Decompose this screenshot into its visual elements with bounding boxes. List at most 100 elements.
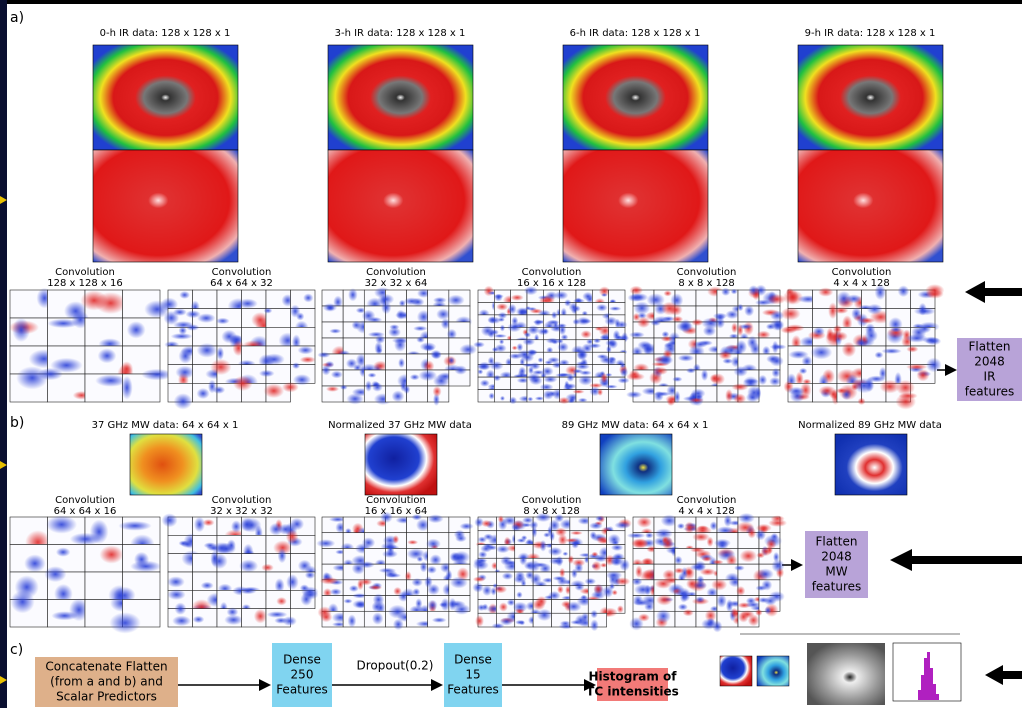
output-thumbnail (718, 634, 968, 706)
activation (211, 553, 228, 569)
activation (906, 334, 928, 343)
activation (427, 514, 443, 523)
activation (518, 367, 526, 376)
activation (477, 604, 486, 611)
activation (286, 530, 299, 544)
activation (715, 317, 725, 329)
activation (757, 568, 774, 579)
activation (430, 350, 441, 359)
conv-label: Convolution (832, 267, 892, 278)
activation (486, 545, 497, 550)
activation (475, 615, 484, 627)
activation (460, 523, 474, 530)
flatten-box-text: Flatten (969, 340, 1011, 354)
activation (532, 526, 538, 538)
activation (634, 584, 652, 595)
activation (557, 342, 568, 352)
activation (493, 375, 501, 381)
input-title: 0-h IR data: 128 x 128 x 1 (100, 28, 231, 39)
activation (348, 288, 358, 301)
activation (596, 304, 608, 312)
activation (494, 585, 507, 593)
activation (348, 614, 357, 627)
dense-box-text: Features (276, 683, 328, 697)
activation (772, 341, 779, 354)
activation (392, 390, 405, 402)
activation (517, 343, 524, 351)
activation (495, 344, 507, 352)
activation (738, 611, 749, 622)
activation (477, 363, 490, 370)
activation (330, 588, 342, 595)
activation (566, 601, 582, 611)
activation (906, 346, 918, 352)
activation (396, 310, 405, 320)
activation (172, 616, 191, 627)
activation (633, 600, 651, 606)
activation (595, 327, 604, 331)
dense-box-text: Features (447, 683, 499, 697)
activation (278, 548, 287, 563)
activation (662, 536, 669, 544)
activation (427, 566, 437, 574)
activation (473, 560, 489, 570)
activation (433, 386, 442, 397)
activation (879, 367, 887, 380)
activation (521, 535, 527, 540)
activation (756, 529, 766, 540)
mw-image (130, 434, 202, 495)
activation (591, 561, 601, 571)
activation (655, 355, 674, 365)
activation (432, 617, 447, 622)
activation (320, 577, 339, 584)
activation (171, 333, 193, 339)
activation (47, 319, 79, 328)
activation (559, 324, 567, 335)
activation (426, 539, 441, 549)
activation (535, 513, 551, 522)
activation (359, 579, 372, 586)
activation (179, 540, 188, 546)
activation (507, 323, 521, 333)
activation (175, 366, 194, 379)
flatten-box-text: Flatten (816, 535, 858, 549)
activation (653, 367, 668, 375)
activation (500, 396, 505, 401)
activation (572, 305, 580, 312)
activation (201, 582, 214, 590)
activation (714, 539, 731, 547)
activation (572, 390, 584, 394)
flatten-box-text: 2048 (974, 355, 1005, 369)
activation (731, 323, 738, 334)
activation (578, 398, 588, 403)
activation (478, 551, 487, 558)
activation (436, 309, 450, 320)
activation (693, 341, 708, 348)
activation (174, 393, 193, 409)
activation (543, 329, 548, 334)
activation (605, 385, 618, 389)
activation (771, 515, 785, 522)
activation (664, 290, 672, 296)
output-box-text: TC intensities (586, 685, 679, 699)
activation (534, 319, 542, 326)
activation (498, 317, 505, 322)
activation (167, 576, 185, 587)
activation (590, 531, 597, 539)
ir-image (563, 45, 708, 150)
activation (690, 547, 705, 553)
activation (227, 607, 239, 616)
activation (758, 375, 767, 385)
activation (450, 577, 468, 589)
activation (906, 364, 928, 370)
activation (858, 398, 866, 405)
dropout-label: Dropout(0.2) (357, 659, 434, 673)
dense-box: Dense250Features (272, 643, 332, 707)
activation (854, 378, 875, 393)
activation (725, 389, 733, 402)
activation (563, 552, 569, 556)
activation (419, 370, 438, 381)
activation (842, 342, 856, 357)
conv-label: Convolution (55, 267, 115, 278)
activation (740, 550, 757, 563)
